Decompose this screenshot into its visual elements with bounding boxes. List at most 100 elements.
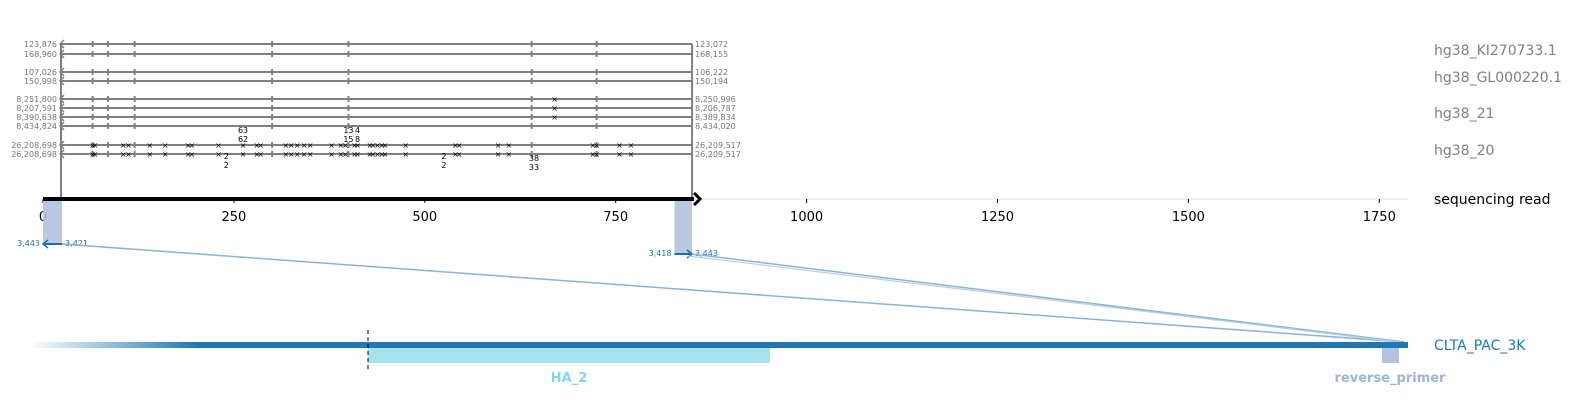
mismatch-mark: × [288, 141, 295, 150]
insertion-label: 2 [441, 152, 446, 161]
mismatch-mark: × [125, 141, 132, 150]
reference-start-coord: 26,208,698 [11, 141, 57, 150]
mismatch-mark: × [402, 141, 409, 150]
mismatch-mark: × [505, 141, 512, 150]
mismatch-mark: × [120, 141, 127, 150]
target-connector-line [691, 253, 1405, 343]
target-bar [270, 342, 1408, 348]
mismatch-mark: × [551, 95, 558, 104]
reference-name: hg38_21 [1434, 106, 1494, 122]
mismatch-mark: × [452, 150, 459, 159]
mismatch-mark: × [505, 150, 512, 159]
sequencing-read-arrow [692, 191, 703, 207]
mismatch-mark: × [495, 141, 502, 150]
mismatch-mark: × [189, 150, 196, 159]
read-alignment-end-coord: 3,443 [695, 249, 718, 258]
insertion-label: 4 [355, 126, 360, 135]
mismatch-mark: × [282, 150, 289, 159]
mismatch-mark: × [89, 150, 96, 159]
reference-end-coord: 26,209,517 [695, 150, 741, 159]
reference-start-coord: 8,207,591 [16, 104, 57, 113]
mismatch-mark: × [301, 141, 308, 150]
mismatch-mark: × [240, 150, 247, 159]
read-axis: 02505007501000125015001750 [39, 191, 1408, 225]
reference-start-coord: 168,960 [24, 50, 57, 59]
mismatch-mark: × [92, 141, 99, 150]
target-faded-segment [30, 342, 270, 348]
reference-start-coord: 26,208,698 [11, 150, 57, 159]
mismatch-mark: × [240, 141, 247, 150]
mismatch-mark: × [185, 150, 192, 159]
mismatch-mark: × [282, 141, 289, 150]
insertion-label: 15 [343, 135, 353, 144]
axis-tick-label: 1500 [1172, 210, 1205, 225]
reference-end-coord: 8,434,020 [695, 122, 736, 131]
read-alignment-start-coord: 3,443 [17, 239, 40, 248]
insertion-label: 38 [529, 154, 539, 163]
reference-end-coord: 106,222 [695, 68, 728, 77]
mismatch-mark: × [593, 141, 600, 150]
mismatch-mark: × [307, 150, 314, 159]
reverse-primer-feature [1382, 348, 1399, 363]
read-alignments: 3,443 3,421 3,418 3,443 [17, 201, 1405, 343]
reference-start-coord: 107,026 [24, 68, 57, 77]
mismatch-mark: × [370, 141, 377, 150]
mismatch-mark: × [589, 150, 596, 159]
reference-end-coord: 8,250,996 [695, 95, 736, 104]
mismatch-mark: × [366, 141, 373, 150]
mismatch-mark: × [452, 141, 459, 150]
reference-start-coord: 150,998 [24, 77, 57, 86]
reference-end-coord: 26,209,517 [695, 141, 741, 150]
mismatch-mark: × [162, 150, 169, 159]
insertion-label: 62 [238, 135, 248, 144]
reference-start-coord: 123,876 [24, 40, 57, 49]
ha-2-feature [368, 348, 770, 363]
mismatch-mark: × [125, 150, 132, 159]
axis-tick-label: 250 [221, 210, 246, 225]
axis-tick-label: 750 [603, 210, 628, 225]
target-name: CLTA_PAC_3K [1434, 338, 1526, 354]
mismatch-mark: × [351, 150, 358, 159]
mismatch-mark: × [89, 141, 96, 150]
mismatch-mark: × [162, 141, 169, 150]
insertion-label: 63 [238, 126, 248, 135]
ha-2-label: HA_2 [551, 371, 588, 386]
mismatch-mark: × [294, 150, 301, 159]
mismatch-mark: × [257, 141, 264, 150]
reference-end-coord: 8,389,834 [695, 113, 736, 122]
mismatch-mark: × [253, 150, 260, 159]
reverse-primer-label: reverse_primer [1335, 371, 1447, 386]
mismatch-mark: × [354, 150, 361, 159]
mismatch-mark: × [593, 150, 600, 159]
mismatch-mark: × [551, 113, 558, 122]
mismatch-mark: × [301, 150, 308, 159]
mismatch-mark: × [189, 141, 196, 150]
mismatch-mark: × [288, 150, 295, 159]
mismatch-mark: × [328, 150, 335, 159]
mismatch-mark: × [589, 141, 596, 150]
mismatch-mark: × [337, 150, 344, 159]
mismatch-mark: × [307, 141, 314, 150]
read-alignment-arrow [41, 239, 49, 249]
mismatch-mark: × [215, 150, 222, 159]
mismatch-mark: × [147, 150, 154, 159]
mismatch-mark: × [628, 141, 635, 150]
mismatch-mark: × [374, 141, 381, 150]
track-labels: hg38_KI270733.1 hg38_GL000220.1 hg38_21 hg3… [1434, 43, 1562, 354]
mismatch-mark: × [379, 150, 386, 159]
reference-name: hg38_20 [1434, 143, 1494, 159]
insertion-label: 2 [224, 161, 229, 170]
mismatch-mark: × [147, 141, 154, 150]
mismatch-mark: × [456, 141, 463, 150]
reference-start-coord: 8,390,638 [16, 113, 57, 122]
mismatch-mark: × [257, 150, 264, 159]
mismatch-mark: × [253, 141, 260, 150]
read-alignment-end-coord: 3,421 [65, 239, 88, 248]
reference-end-coord: 8,206,787 [695, 104, 736, 113]
reference-start-coord: 8,434,824 [16, 122, 57, 131]
mismatch-mark: × [495, 150, 502, 159]
mismatch-mark: × [294, 141, 301, 150]
reference-start-coord: 8,251,800 [16, 95, 57, 104]
target-connector-line [687, 255, 1399, 343]
insertion-label: 8 [355, 135, 360, 144]
